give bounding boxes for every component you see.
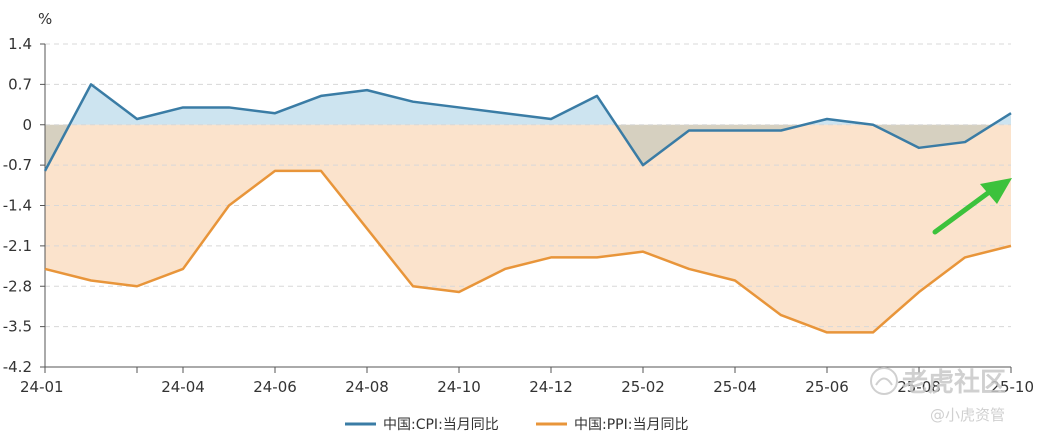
series-lines — [43, 83, 1012, 334]
ppi-area — [45, 124, 1011, 333]
y-tick-label: -1.4 — [3, 197, 32, 215]
watermark-handle: @小虎资管 — [930, 406, 1005, 424]
x-tick-label: 25-02 — [621, 378, 665, 396]
cpi-line — [43, 83, 1012, 172]
y-unit-label: % — [38, 10, 52, 28]
area-fills — [45, 84, 1011, 333]
legend-label-ppi: 中国:PPI:当月同比 — [574, 417, 688, 433]
tiger-logo-icon — [870, 367, 898, 395]
legend: 中国:CPI:当月同比 中国:PPI:当月同比 — [345, 417, 688, 433]
x-tick-label: 25-10 — [990, 378, 1034, 396]
annotation-arrow-icon — [932, 178, 1012, 235]
x-tick-label: 24-10 — [437, 378, 481, 396]
tick-labels: 1.4 0.7 0 -0.7 -1.4 -2.1 -2.8 -3.5 -4.2 24-01 24-0… — [3, 35, 1034, 396]
cpi-area-negative — [45, 124, 1011, 171]
x-tick-label: 24-06 — [253, 378, 297, 396]
legend-item-cpi[interactable]: 中国:CPI:当月同比 — [345, 417, 499, 433]
watermark: 老虎社区 @小虎资管 — [870, 367, 1006, 424]
legend-label-cpi: 中国:CPI:当月同比 — [383, 417, 499, 433]
y-tick-label: -0.7 — [3, 156, 32, 174]
x-tick-label: 24-08 — [345, 378, 389, 396]
x-tick-label: 24-01 — [20, 378, 64, 396]
cpi-area-positive — [45, 84, 1011, 125]
y-tick-label: -3.5 — [3, 318, 32, 336]
x-tick-label: 25-08 — [897, 378, 941, 396]
x-tick-label: 25-06 — [805, 378, 849, 396]
x-tick-label: 24-12 — [529, 378, 573, 396]
legend-item-ppi[interactable]: 中国:PPI:当月同比 — [536, 417, 688, 433]
x-tick-label: 24-04 — [161, 378, 205, 396]
watermark-brand: 老虎社区 — [902, 367, 1006, 398]
y-tick-label: -2.1 — [3, 237, 32, 255]
y-tick-label: -2.8 — [3, 277, 32, 295]
y-tick-label: 0 — [22, 116, 32, 134]
y-tick-label: 1.4 — [8, 35, 32, 53]
x-tick-label: 25-04 — [713, 378, 757, 396]
y-tick-label: 0.7 — [8, 75, 32, 93]
ppi-line — [44, 169, 1012, 334]
axes — [40, 43, 1012, 373]
y-tick-label: -4.2 — [3, 358, 32, 376]
